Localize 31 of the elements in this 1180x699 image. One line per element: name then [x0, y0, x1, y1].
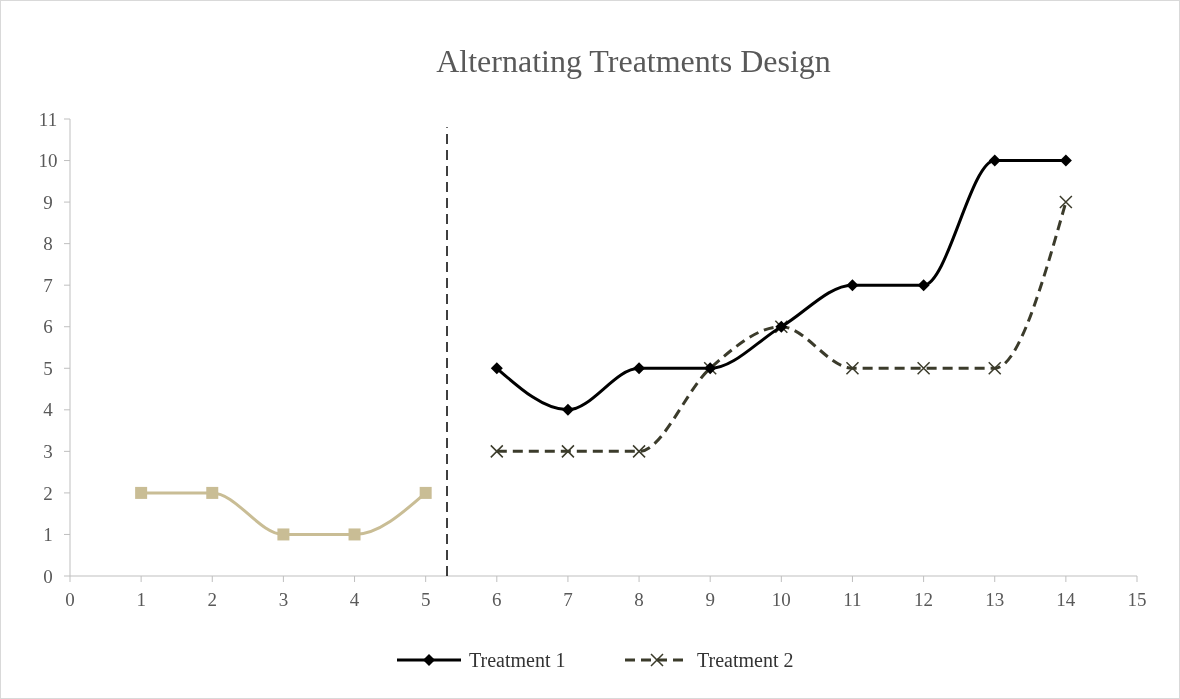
y-tick-label: 9: [43, 191, 53, 213]
y-tick-label: 0: [43, 565, 53, 587]
x-tick-label: 0: [65, 589, 75, 610]
x-tick-label: 5: [420, 589, 431, 610]
x-tick-label: 4: [349, 589, 360, 610]
x-tick-label: 7: [563, 589, 573, 610]
y-tick-label: 7: [43, 274, 53, 296]
x-tick-label: 8: [634, 589, 644, 610]
x-tick-label: 12: [914, 589, 934, 610]
x-tick-label: 6: [492, 589, 502, 610]
y-tick-label: 2: [43, 482, 53, 504]
x-tick-label: 1: [136, 589, 146, 610]
y-tick-label: 6: [43, 316, 53, 338]
y-tick-label: 11: [38, 108, 58, 130]
y-tick-label: 8: [43, 233, 53, 255]
x-tick-label: 11: [843, 589, 862, 610]
y-tick-label: 3: [43, 441, 53, 463]
y-tick-label: 10: [38, 150, 58, 172]
x-tick-label: 13: [985, 589, 1005, 610]
x-tick-label: 2: [207, 589, 218, 610]
chart-title: Alternating Treatments Design: [436, 43, 831, 79]
y-tick-label: 5: [43, 357, 53, 379]
x-tick-label: 3: [278, 589, 289, 610]
x-tick-label: 10: [771, 589, 791, 610]
x-tick-label: 9: [705, 589, 715, 610]
y-tick-label: 4: [43, 399, 54, 421]
y-tick-label: 1: [43, 524, 53, 546]
legend-label: Treatment 1: [469, 649, 566, 671]
x-tick-label: 14: [1056, 589, 1076, 610]
legend-label: Treatment 2: [697, 649, 794, 671]
x-tick-label: 15: [1127, 589, 1147, 610]
